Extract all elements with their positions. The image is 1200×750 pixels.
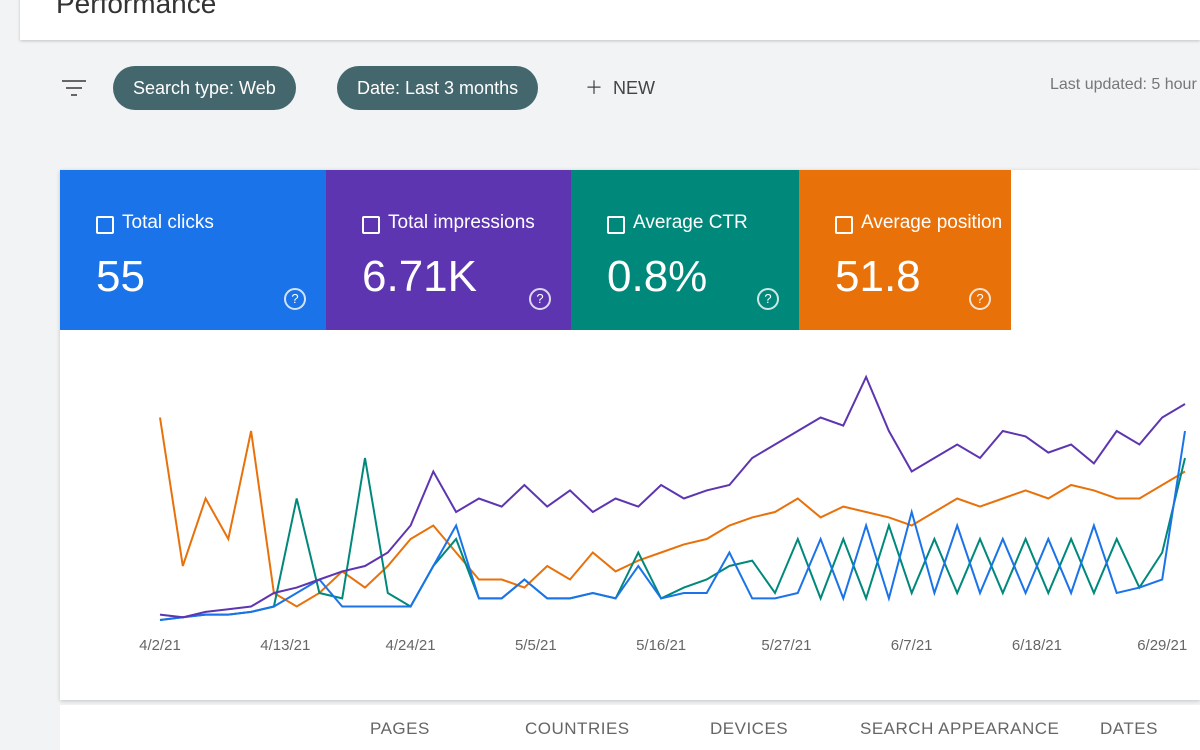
page-title: Performance	[56, 0, 217, 19]
tab[interactable]: COUNTRIES	[525, 719, 630, 738]
help-icon: ?	[757, 288, 779, 310]
last-updated: Last updated: 5 hour	[1050, 76, 1197, 93]
checkbox	[96, 216, 114, 234]
tab[interactable]: DATES	[1100, 719, 1158, 738]
metric-card[interactable]: Total impressions 6.71K?	[326, 170, 571, 330]
new-label: NEW	[613, 78, 656, 98]
metric-value: 0.8%	[607, 252, 708, 301]
filter-bar: Search type: Web Date: Last 3 months ＋ N…	[0, 60, 1200, 120]
metric-card[interactable]: Average position 51.8?	[799, 170, 1011, 330]
help-icon: ?	[969, 288, 991, 310]
metric-label-wrap: Total impressions	[362, 212, 535, 234]
metric-label-wrap: Total clicks	[96, 212, 214, 234]
metric-card[interactable]: Total clicks 55?	[60, 170, 326, 330]
tab[interactable]: SEARCH APPEARANCE	[860, 719, 1060, 738]
checkbox	[835, 216, 853, 234]
tabs: PAGES COUNTRIES DEVICES SEARCH APPEARANCE DA…	[60, 705, 1200, 750]
tab[interactable]: DEVICES	[710, 719, 789, 738]
filter-chip[interactable]: Search type: Web	[113, 66, 296, 110]
metric-card[interactable]: Average CTR 0.8%?	[571, 170, 799, 330]
metric-value: 6.71K	[362, 252, 477, 301]
tab[interactable]: PAGES	[370, 719, 430, 738]
filter-chip[interactable]: Date: Last 3 months	[337, 66, 539, 110]
metric-label: Total impressions	[388, 212, 535, 233]
metric-label-wrap: Average position	[835, 212, 1002, 234]
metric-label-wrap: Average CTR	[607, 212, 748, 234]
metric-label: Total clicks	[122, 212, 214, 233]
metric-label: Average CTR	[633, 212, 748, 233]
header: Performance	[20, 0, 1200, 40]
metric-label: Average position	[861, 212, 1003, 233]
help-icon: ?	[529, 288, 551, 310]
checkbox	[607, 216, 625, 234]
filter-icon[interactable]	[60, 78, 88, 98]
checkbox	[362, 216, 380, 234]
new-button[interactable]: ＋ NEW	[585, 78, 656, 98]
metric-value: 51.8	[835, 252, 921, 301]
metric-value: 55	[96, 252, 145, 301]
help-icon: ?	[284, 288, 306, 310]
